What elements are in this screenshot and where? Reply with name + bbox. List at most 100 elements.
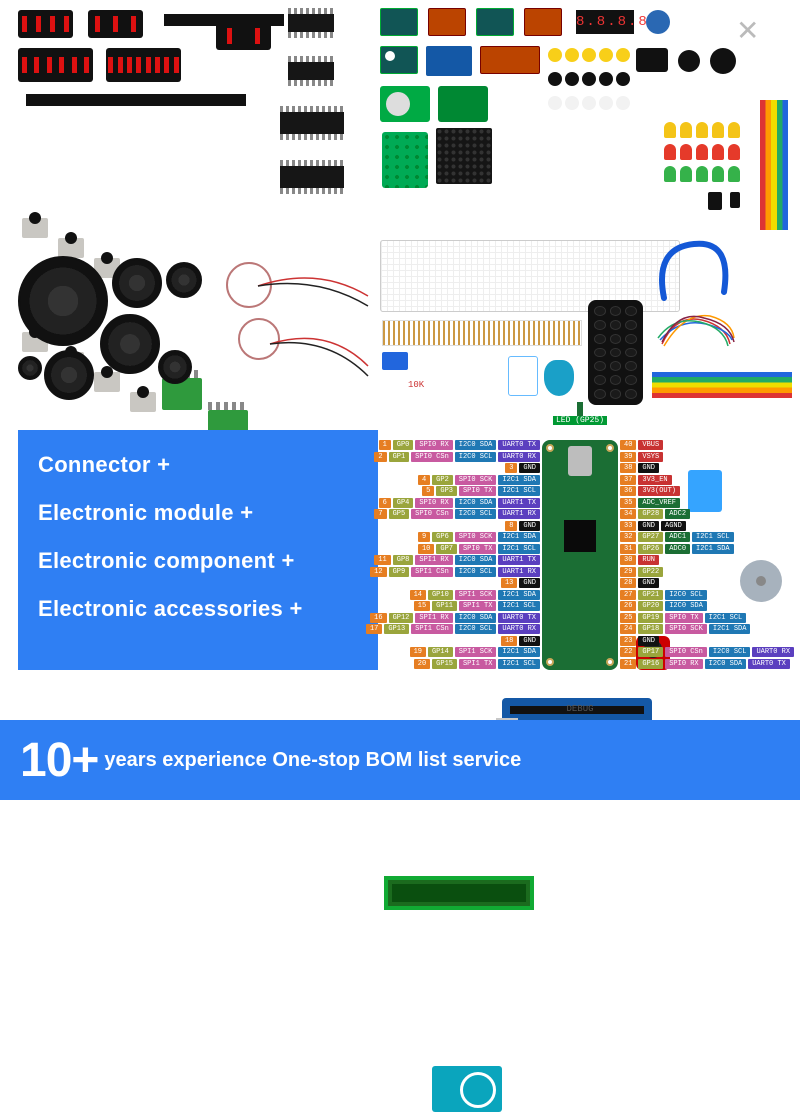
pin-tag: GND [519,578,540,588]
pushbutton [565,48,579,62]
pin-tag: 8 [505,521,517,531]
pin-tag: SPI1 RX [415,555,452,565]
pushbutton [582,48,596,62]
speaker [100,314,160,374]
pin-tag: ADC0 [665,544,690,554]
rp2040-chip [564,520,596,552]
pin-tag: GP28 [638,509,663,519]
pin-tag: 19 [410,647,426,657]
led [728,122,740,138]
pushbutton [548,72,562,86]
pico-pinout: LED (GP25) UART0 TXI2C0 SDASPI0 RXGP01UA… [380,418,780,698]
jumper-wires [656,310,736,350]
pin-tag: 3 [505,463,517,473]
pin-tag: SPI0 RX [415,498,452,508]
pin-tag: 4 [418,475,430,485]
pin-tag: SPI0 SCK [455,475,497,485]
category-panel: Connector + Electronic module + Electron… [18,430,378,670]
pin-tag: I2C0 SCL [665,590,707,600]
pin-tag: UART0 RX [752,647,794,657]
pin-tag: SPI1 TX [459,601,496,611]
wire-leads [218,256,378,406]
pin-tag: GP2 [432,475,453,485]
pin-tag: GP13 [384,624,409,634]
sensor-module [476,8,514,36]
pin-tag: 30 [620,555,636,565]
pin-tag: 14 [410,590,426,600]
pin-tag: I2C1 SCL [498,544,540,554]
sound-sensor [380,46,418,74]
pin-tag: SPI0 TX [665,613,702,623]
pin-tag: GP0 [393,440,414,450]
pin-tag: GP15 [432,659,457,669]
dot-matrix [436,128,492,184]
pin-tag: GND [638,521,659,531]
pin-tag: SPI1 SCK [455,647,497,657]
category-line: Connector + [38,452,358,478]
pin-tag: 3V3_EN [638,475,671,485]
led [680,122,692,138]
pin-tag: I2C1 SDA [692,544,734,554]
pin-tag: 40 [620,440,636,450]
pin-tag: 27 [620,590,636,600]
pin-tag: 33 [620,521,636,531]
pin-tag: GP19 [638,613,663,623]
resistor-pack [382,320,582,346]
ir-receiver [708,192,722,210]
pin-tag: GP22 [638,567,663,577]
dc-jack [678,50,700,72]
tactile-switch [58,238,84,258]
pin-tag: 6 [379,498,391,508]
pin-tag: 7 [374,509,386,519]
pin-tag: ADC_VREF [638,498,680,508]
pin-tag: SPI0 CSn [411,452,453,462]
pin-tag: GP26 [638,544,663,554]
pin-tag: 39 [620,452,636,462]
pin-tag: UART0 TX [748,659,790,669]
pin-tag: 17 [366,624,382,634]
flame-sensor [480,46,540,74]
pushbutton [548,96,562,110]
rfid-keyfob [544,360,574,396]
pin-tag: 11 [374,555,390,565]
pin-tag: I2C1 SCL [498,659,540,669]
pin-tag: SPI1 TX [459,659,496,669]
pin-tag: UART1 TX [498,555,540,565]
led [680,144,692,160]
pin-tag: GND [519,521,540,531]
pin-header [164,14,284,26]
pin-labels-right: 40VBUS39VSYS38GND373V3_EN363V3(OUT)35ADC… [620,440,794,669]
led [712,166,724,182]
pin-tag: GP1 [389,452,410,462]
rtc-module [386,92,410,116]
category-line: Electronic accessories + [38,596,358,622]
led [664,144,676,160]
led [696,166,708,182]
speaker [112,258,162,308]
pin-tag: I2C1 SDA [498,532,540,542]
pin-tag: VSYS [638,452,663,462]
potentiometer [646,10,670,34]
led-row [664,166,744,187]
pin-tag: GND [519,636,540,646]
ic-chip [280,112,344,134]
experience-banner: 10+ years experience One-stop BOM list s… [0,720,800,800]
pin-tag: 28 [620,578,636,588]
pin-tag: 34 [620,509,636,519]
pin-tag: UART0 TX [498,613,540,623]
speaker [44,350,94,400]
tactile-switch [22,218,48,238]
speaker [166,262,202,298]
category-line: Electronic module + [38,500,358,526]
pin-tag: ADC1 [665,532,690,542]
pin-tag: UART1 TX [498,498,540,508]
tactile-switch [94,372,120,392]
led [712,144,724,160]
pin-tag: 32 [620,532,636,542]
pin-tag: 9 [418,532,430,542]
pin-tag: 38 [620,463,636,473]
ir-remote [588,300,643,405]
led [696,144,708,160]
pico-board [542,440,618,670]
dip-switch [106,48,181,82]
